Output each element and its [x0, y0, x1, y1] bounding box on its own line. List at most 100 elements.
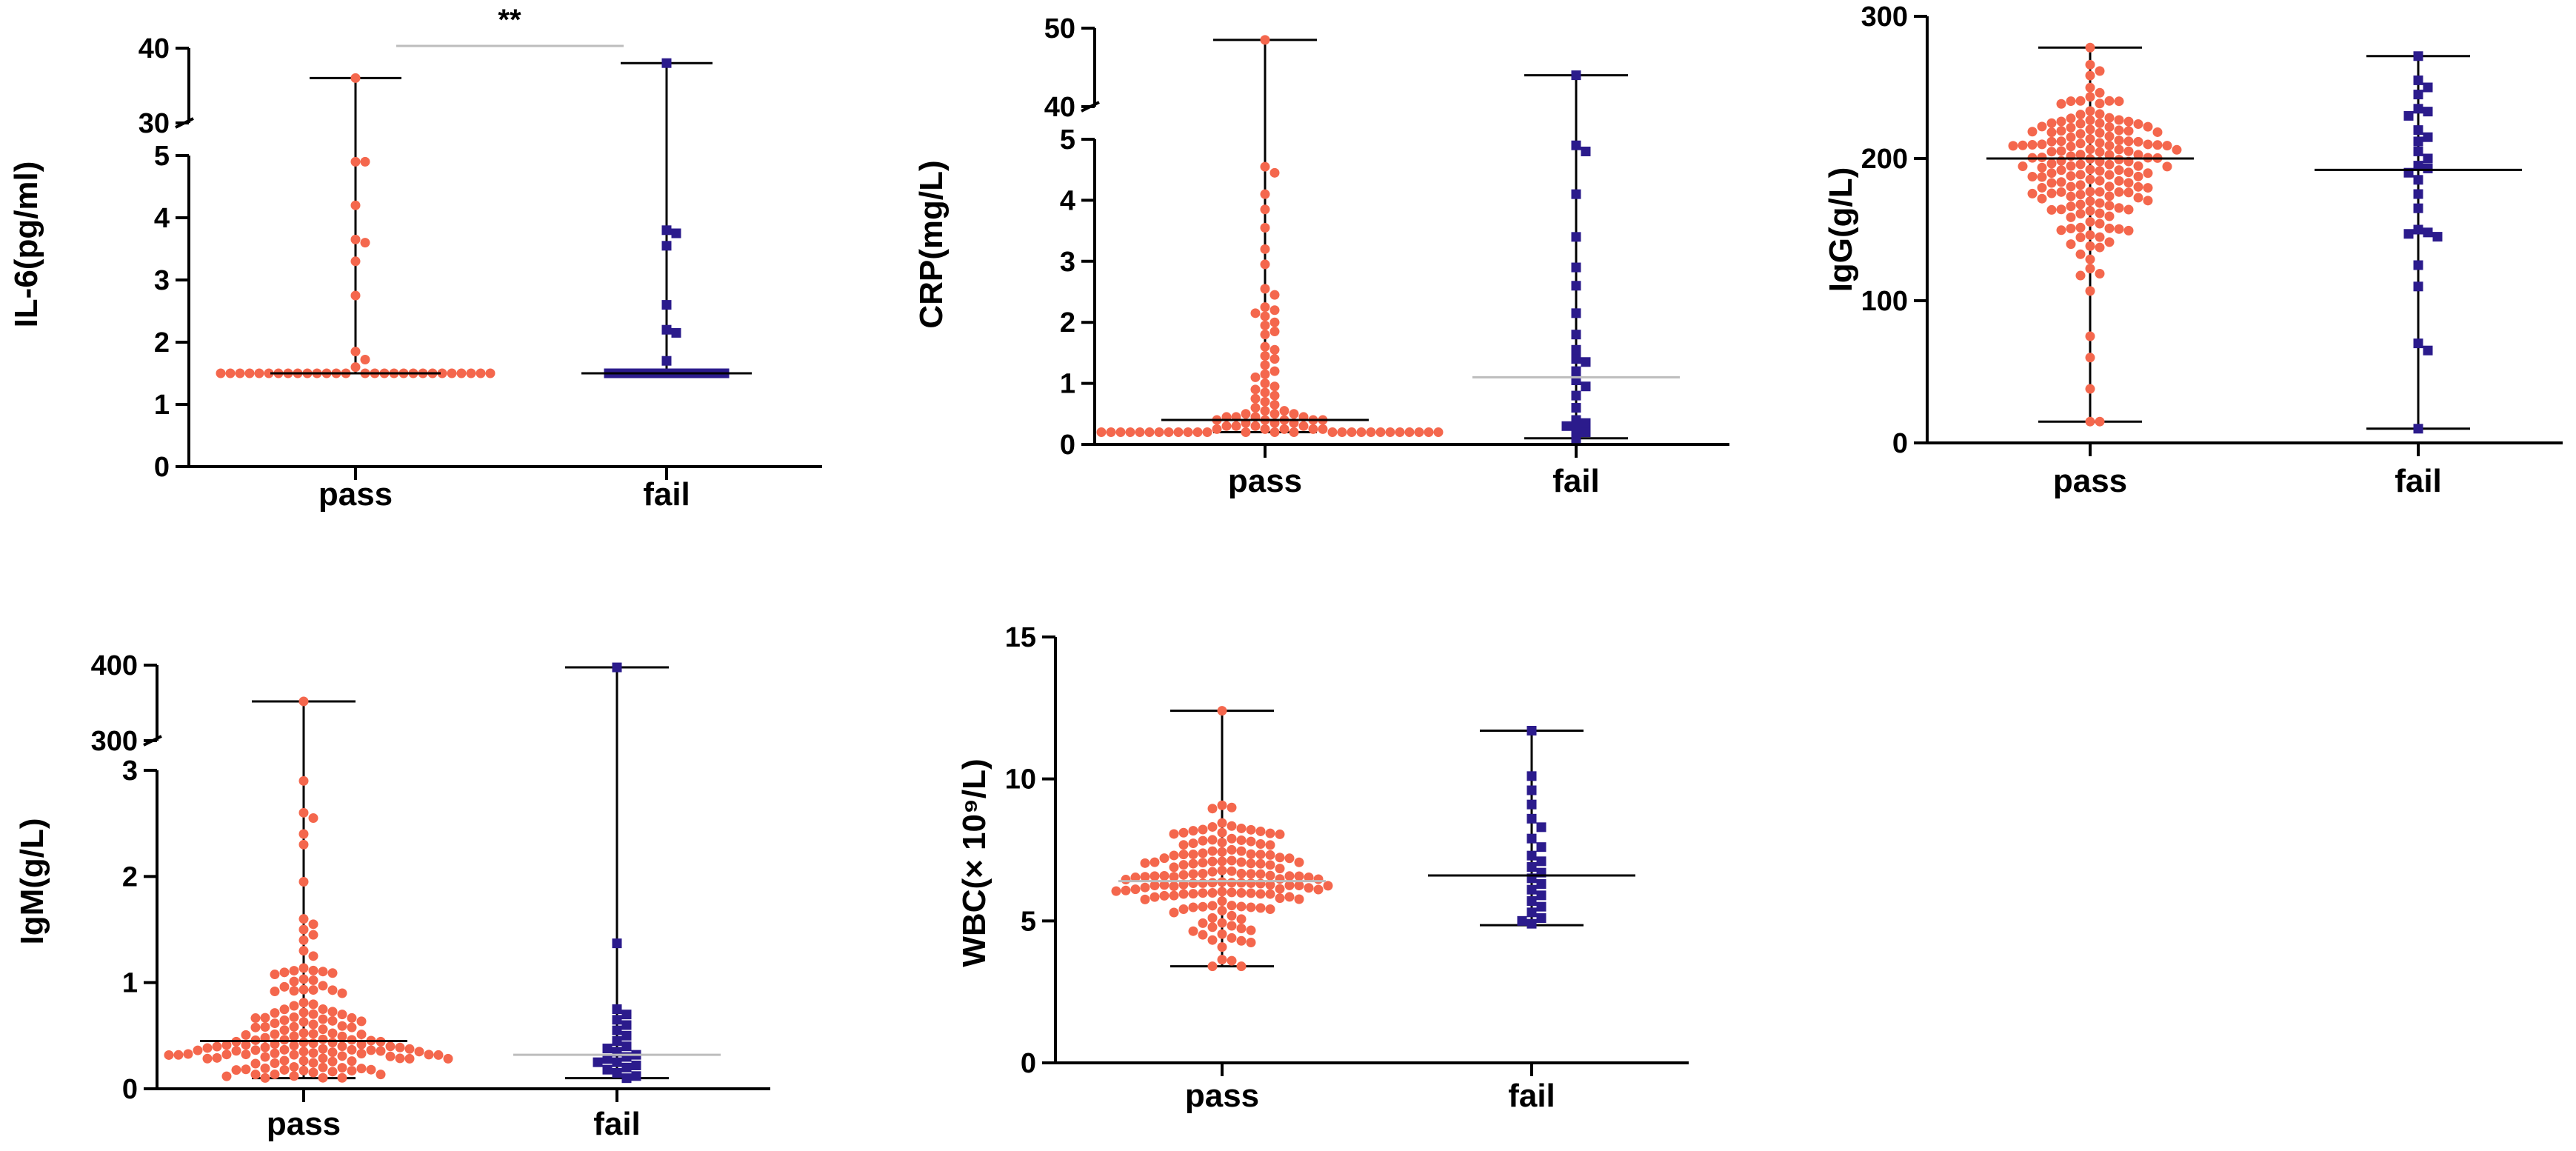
igg-pass-point-157	[2075, 270, 2086, 281]
wbc-pass-point-29	[1236, 846, 1247, 856]
igg-pass-point-119	[2104, 191, 2115, 201]
igg-pass-point-60	[2172, 144, 2182, 155]
igm-tick-label-2: 2	[122, 861, 138, 893]
igm-pass-point-20	[270, 970, 280, 980]
il6-fail-point-7	[661, 356, 672, 366]
wbc-pass-point-87	[1159, 880, 1169, 890]
crp-pass-point-85	[1424, 427, 1434, 438]
wbc-pass-point-65	[1265, 870, 1275, 881]
wbc-fail-point-0	[1526, 726, 1537, 735]
igm-pass-point-63	[270, 1029, 280, 1039]
il6-tick-label-1: 1	[154, 390, 170, 421]
igm-pass-point-50	[298, 1017, 309, 1027]
igg-pass-point-93	[2075, 170, 2086, 180]
igm-pass-point-44	[347, 1012, 357, 1023]
igg-pass-point-67	[2104, 150, 2115, 160]
igg-pass-point-90	[2123, 167, 2134, 178]
igm-pass-point-83	[289, 1041, 299, 1051]
igg-pass-point-49	[2037, 139, 2047, 150]
igm-pass-point-118	[395, 1053, 405, 1064]
il6-pass-point-31	[456, 368, 467, 378]
igg-pass-point-46	[2133, 136, 2143, 147]
marks-crp	[1096, 35, 1680, 444]
igg-pass-point-125	[2095, 198, 2105, 208]
wbc-pass-point-117	[1217, 896, 1227, 907]
wbc-pass-point-94	[1304, 883, 1314, 893]
wbc-pass-point-42	[1217, 856, 1227, 867]
igg-pass-point-30	[2085, 124, 2095, 135]
igg-pass-point-106	[2104, 181, 2115, 192]
igg-fail-point-3	[2413, 90, 2423, 100]
wbc-pass-point-132	[1217, 918, 1227, 928]
igm-pass-point-105	[183, 1049, 193, 1059]
marks-igg	[1986, 42, 2522, 434]
crp-pass-point-27	[1269, 381, 1280, 392]
crp-fail-point-22	[1571, 433, 1581, 444]
igg-pass-point-55	[2162, 141, 2172, 151]
igm-pass-point-18	[279, 967, 290, 978]
igg-pass-point-144	[2056, 225, 2066, 236]
igm-pass-point-45	[250, 1013, 261, 1024]
wbc-pass-point-60	[1198, 869, 1208, 879]
igm-pass-point-31	[337, 988, 347, 998]
ylabel-igg: IgG(g/L)	[1823, 167, 1859, 293]
crp-pass-point-16	[1269, 327, 1280, 337]
wbc-pass-point-78	[1227, 878, 1237, 888]
igg-pass-point-22	[2046, 118, 2057, 128]
y-axis-crp: 0 1 2 3 4 540 50	[1044, 13, 1729, 461]
igm-pass-point-12	[298, 946, 309, 956]
il6-fail-point-6	[671, 327, 681, 338]
igm-pass-point-109	[289, 1050, 299, 1060]
il6-pass-point-5	[360, 238, 370, 248]
igg-tick-label-0: 0	[1892, 428, 1908, 459]
crp-pass-point-78	[1135, 427, 1145, 438]
igm-pass-point-5	[298, 839, 309, 850]
igm-tick-label-3: 3	[122, 755, 138, 787]
crp-pass-point-76	[1144, 427, 1155, 438]
igg-pass-point-83	[2018, 161, 2028, 172]
il6-pass-point-8	[350, 347, 361, 357]
igg-pass-point-35	[2152, 127, 2163, 137]
igm-pass-point-51	[270, 1018, 280, 1029]
wbc-pass-point-114	[1275, 893, 1285, 904]
igm-pass-point-11	[298, 935, 309, 945]
wbc-pass-point-76	[1121, 875, 1131, 885]
igm-pass-point-60	[298, 1028, 309, 1038]
il6-pass-point-6	[350, 256, 361, 267]
crp-pass-point-22	[1260, 360, 1270, 370]
igg-pass-point-118	[2075, 190, 2086, 200]
igm-pass-point-30	[270, 986, 280, 996]
crp-pass-point-1	[1260, 161, 1270, 172]
wbc-pass-point-141	[1227, 933, 1237, 943]
igg-pass-point-29	[2066, 122, 2076, 133]
crp-pass-point-21	[1269, 354, 1280, 364]
wbc-pass-point-45	[1149, 857, 1160, 867]
wbc-pass-point-119	[1207, 901, 1218, 911]
wbc-pass-point-20	[1198, 835, 1208, 846]
igg-pass-point-121	[2133, 193, 2143, 203]
igm-pass-point-87	[260, 1042, 270, 1052]
igg-pass-point-141	[2104, 223, 2115, 233]
igm-pass-point-32	[298, 998, 309, 1008]
crp-pass-point-10	[1260, 302, 1270, 313]
igg-pass-point-154	[2085, 254, 2095, 264]
wbc-pass-point-72	[1304, 873, 1314, 883]
wbc-pass-point-21	[1246, 836, 1256, 847]
igg-pass-point-162	[2085, 416, 2095, 427]
igg-pass-point-163	[2095, 416, 2105, 427]
crp-pass-point-77	[1385, 427, 1395, 438]
igg-pass-point-114	[2056, 187, 2066, 197]
igg-pass-point-128	[2066, 201, 2076, 212]
igg-pass-point-91	[2046, 168, 2057, 179]
igm-fail-point-4	[612, 1015, 622, 1025]
crp-tick-label-4: 4	[1060, 185, 1075, 216]
igg-pass-point-43	[2056, 136, 2066, 147]
crp-pass-point-32	[1260, 396, 1270, 407]
wbc-pass-point-105	[1246, 888, 1256, 898]
wbc-pass-point-143	[1236, 935, 1247, 946]
igg-pass-point-81	[2066, 161, 2076, 171]
igg-pass-point-127	[2104, 201, 2115, 211]
il6-pass-point-32	[244, 368, 255, 378]
il6-pass-point-3	[350, 200, 361, 210]
igg-pass-point-134	[2095, 208, 2105, 218]
